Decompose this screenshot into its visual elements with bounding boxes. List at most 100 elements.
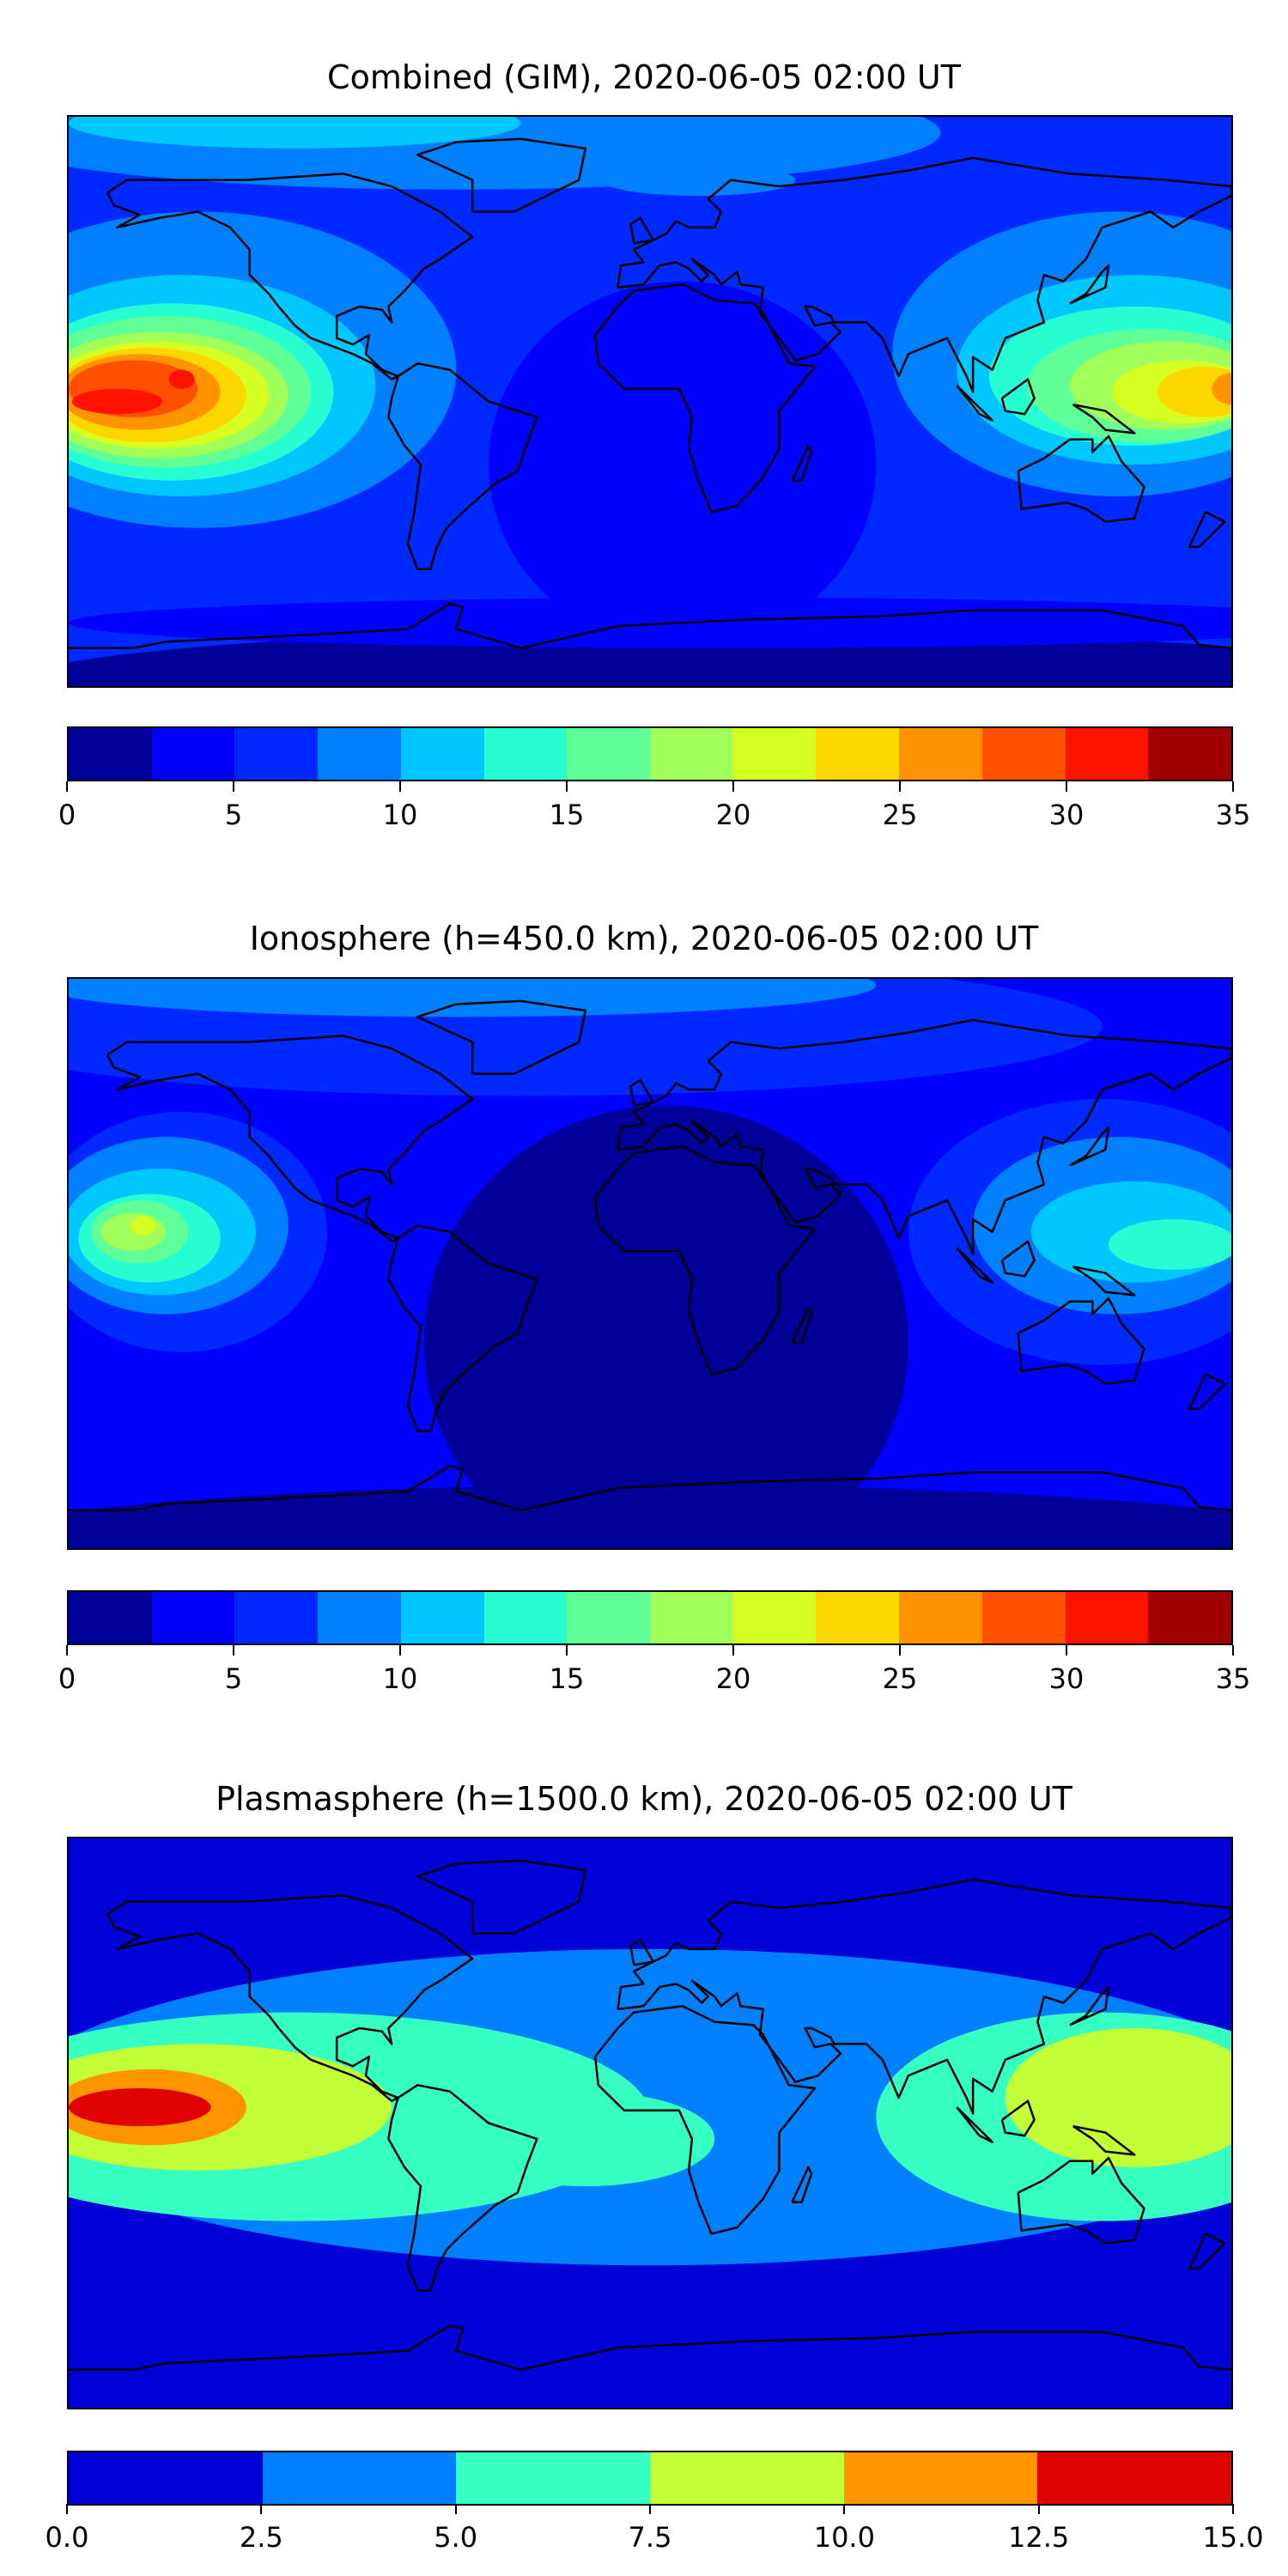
colorbar-tick-label: 5 <box>224 1662 243 1695</box>
colorbar-tick-label: 0.0 <box>45 2521 89 2554</box>
colorbar-swatch <box>1148 728 1232 780</box>
contour-region <box>69 979 877 1018</box>
colorbar-swatch <box>732 728 817 780</box>
colorbar-tick-label: 35 <box>1215 799 1251 831</box>
colorbar-tick <box>66 781 68 792</box>
contour-region <box>130 1216 156 1236</box>
coastline-greenland <box>417 139 586 212</box>
coastline-eurasia <box>617 1880 1231 2114</box>
colorbar-tick-label: 10 <box>382 1662 418 1695</box>
coastline-sumatra <box>957 1248 992 1283</box>
colorbar-swatch <box>69 728 152 780</box>
colorbar-tick <box>732 1645 734 1656</box>
colorbar-swatch <box>816 728 900 780</box>
colorbar-ticks: 0 5 10 15 20 25 30 35 <box>58 781 1250 833</box>
colorbar-tick <box>566 781 568 792</box>
coastline-borneo <box>1002 2101 1035 2136</box>
colorbar-tick <box>899 1645 901 1656</box>
coastline-australia <box>1018 436 1145 521</box>
contour-region <box>69 597 1231 648</box>
contour-region <box>601 164 796 197</box>
contour-region <box>1212 373 1231 405</box>
colorbar-tick-label: 15 <box>549 1662 585 1695</box>
coastline-eurasia <box>617 158 1231 392</box>
coastline-australia <box>1018 2158 1145 2243</box>
colorbar-tick-label: 20 <box>715 799 751 831</box>
colorbar-tick-label: 15.0 <box>1202 2521 1264 2554</box>
colorbar-tick <box>398 781 401 792</box>
colorbar-tick-label: 0 <box>58 799 76 831</box>
coastline-borneo <box>1002 1242 1035 1277</box>
colorbar-tick-label: 2.5 <box>239 2521 283 2554</box>
colorbar-tick <box>1037 2504 1040 2514</box>
colorbar-tick-label: 0 <box>58 1662 76 1695</box>
colorbar-swatch <box>567 728 651 780</box>
colorbar-tick <box>1232 1645 1234 1656</box>
contour-region <box>456 2091 715 2187</box>
colorbar-tick-label: 12.5 <box>1008 2521 1070 2554</box>
colorbar-swatch <box>456 2452 651 2504</box>
coastline-australia <box>1018 1298 1145 1383</box>
colorbar-tick-label: 35 <box>1215 1662 1251 1695</box>
colorbar-swatch <box>1148 1592 1232 1643</box>
coastline-madagascar <box>792 1308 811 1343</box>
coastline-britain <box>630 218 653 243</box>
colorbar-swatch <box>816 1592 900 1643</box>
colorbar-tick <box>732 781 734 792</box>
colorbar-swatch <box>1065 728 1149 780</box>
colorbar-ticks: 0.0 2.5 5.0 7.5 10.0 12.5 15.0 <box>46 2504 1264 2555</box>
colorbar-swatch <box>567 1592 651 1643</box>
contour-region <box>100 1212 166 1251</box>
chart-title: Plasmasphere (h=1500.0 km), 2020-06-05 0… <box>216 1780 1072 1818</box>
colorbar-swatch <box>151 1592 235 1643</box>
colorbar-swatch <box>234 1592 319 1643</box>
colorbar <box>67 726 1233 781</box>
colorbar-tick-label: 15 <box>549 799 585 831</box>
colorbar-swatch <box>650 728 733 780</box>
coastline-new-zealand <box>1189 2233 1224 2269</box>
colorbar <box>67 2451 1233 2506</box>
coastline-japan <box>1070 1987 1109 2025</box>
colorbar-swatch <box>899 728 982 780</box>
colorbar <box>67 1590 1233 1645</box>
coastline-south-america <box>388 1225 537 1431</box>
coastline-new-zealand <box>1189 512 1224 547</box>
colorbar-swatch <box>483 728 568 780</box>
coastline-new-guinea <box>1073 2126 1134 2154</box>
colorbar-tick <box>1066 1645 1067 1656</box>
colorbar-swatch <box>318 728 401 780</box>
colorbar-tick-label: 5.0 <box>434 2521 478 2554</box>
colorbar-tick <box>66 2504 68 2514</box>
coastline-north-america <box>107 1895 472 2100</box>
contour-region <box>71 388 163 415</box>
colorbar-swatch <box>650 2452 844 2504</box>
coastline-south-america <box>388 2085 537 2290</box>
colorbar-swatch <box>151 728 235 780</box>
colorbar-tick-label: 10.0 <box>813 2521 875 2554</box>
map-combined <box>67 115 1233 688</box>
coastline-africa <box>595 1146 815 1374</box>
colorbar-tick <box>232 1645 234 1656</box>
coastline-eurasia <box>617 1020 1231 1255</box>
contour-region <box>69 2087 211 2127</box>
coastline-britain <box>630 1080 653 1105</box>
map-plasmasphere <box>67 1837 1233 2409</box>
coastline-greenland <box>417 1861 586 1934</box>
coastline-north-america <box>107 173 472 379</box>
colorbar-tick-label: 20 <box>715 1662 751 1695</box>
contour-region <box>1109 1218 1231 1270</box>
colorbar-tick <box>899 781 901 792</box>
map-svg <box>69 1838 1231 2408</box>
colorbar-tick-label: 7.5 <box>628 2521 672 2554</box>
colorbar-tick <box>566 1645 568 1656</box>
colorbar-tick-label: 30 <box>1048 1662 1084 1695</box>
coastline-africa <box>595 2006 815 2233</box>
contour-region <box>69 1485 1231 1548</box>
colorbar-swatch <box>843 2452 1038 2504</box>
colorbar-tick <box>232 781 234 792</box>
coastline-britain <box>630 1940 653 1965</box>
coastline-sumatra <box>957 2107 992 2142</box>
coastline-antarctica <box>69 2325 1231 2370</box>
colorbar-tick <box>1066 781 1067 792</box>
coastline-antarctica <box>69 1466 1231 1510</box>
